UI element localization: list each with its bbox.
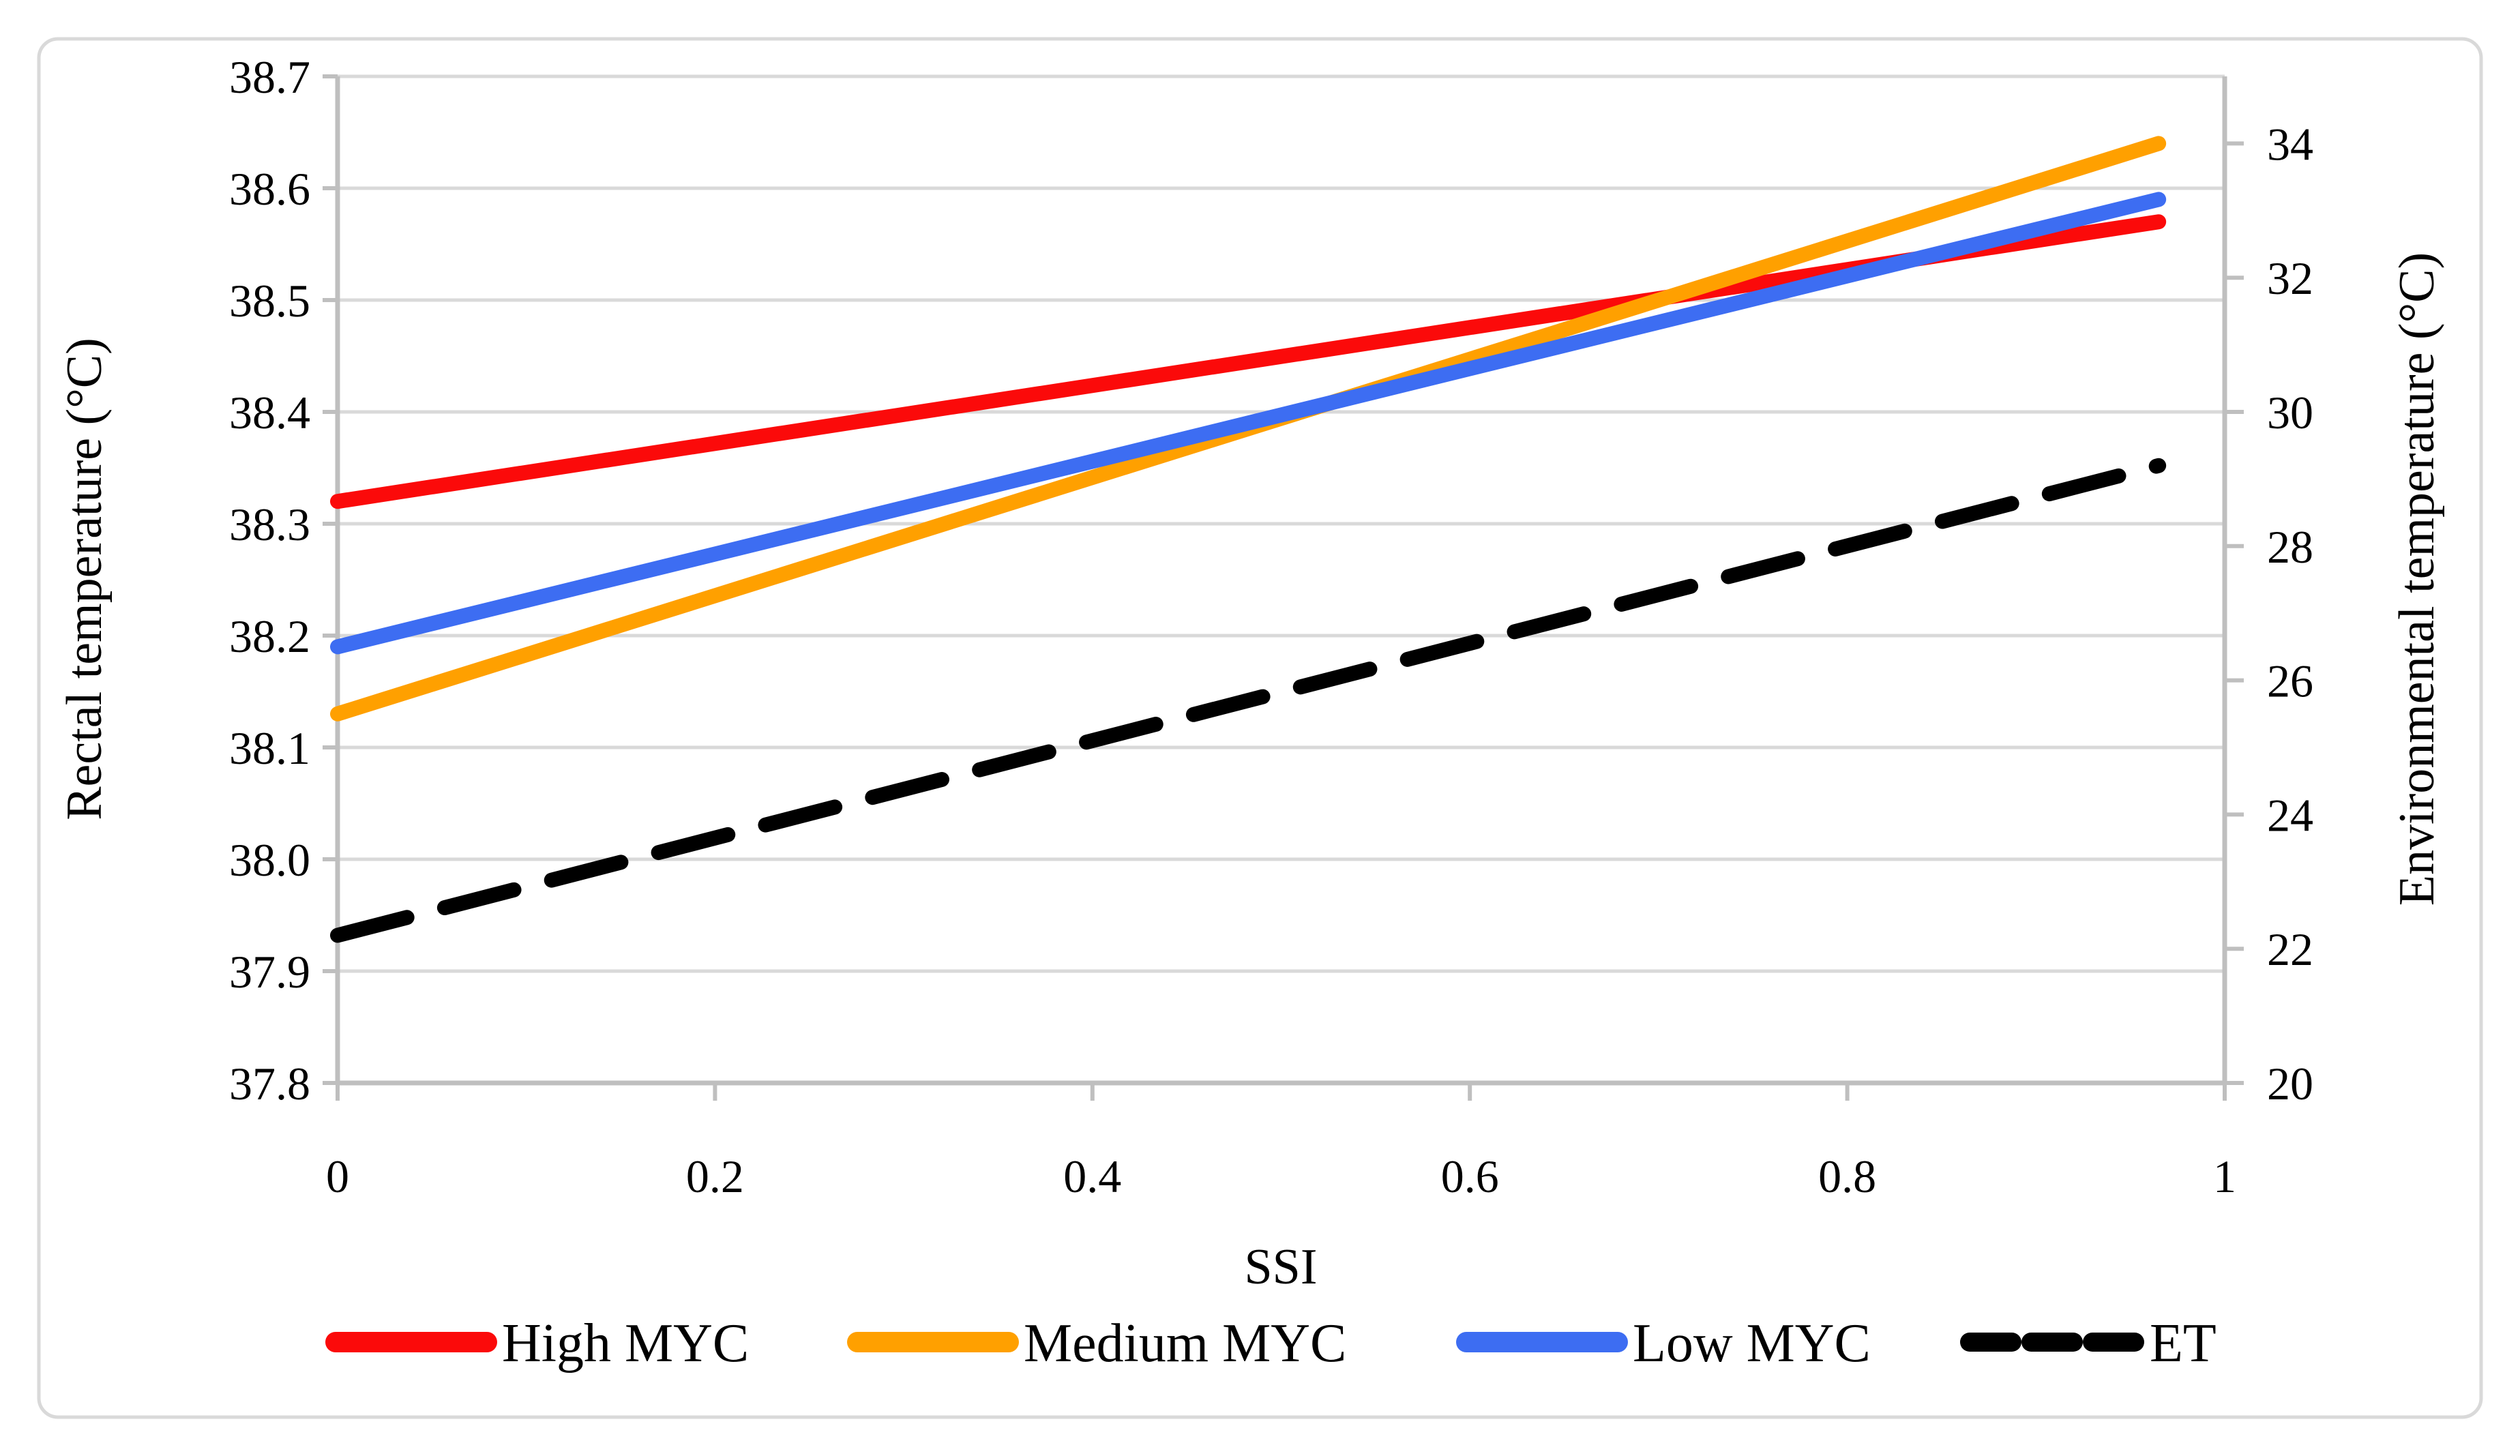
right-axis-tick-label: 30 <box>2267 387 2313 439</box>
x-axis-tick-label: 1 <box>2213 1150 2236 1202</box>
x-axis-tick-label: 0.2 <box>686 1150 744 1202</box>
legend: High MYC Medium MYC Low MYC ET <box>325 1313 2217 1373</box>
left-axis-tick-labels: 38.7 38.6 38.5 38.4 38.3 38.2 38.1 38.0 37.9 37.8 <box>229 51 310 1110</box>
figure-border <box>37 37 2483 1419</box>
legend-label-medium-myc: Medium MYC <box>1024 1313 1346 1373</box>
axis-ticks <box>323 74 2244 1101</box>
x-axis-title: SSI <box>1245 1239 1318 1295</box>
right-axis-title: Environmental temperature (°C) <box>2389 252 2445 906</box>
left-axis-tick-label: 38.0 <box>229 834 310 886</box>
left-axis-tick-label: 38.2 <box>229 610 310 662</box>
axes <box>335 76 2227 1086</box>
legend-item-medium-myc: Medium MYC <box>847 1313 1346 1373</box>
series-line-et <box>330 458 2167 943</box>
x-axis-tick-label: 0.6 <box>1441 1150 1499 1202</box>
legend-label-high-myc: High MYC <box>502 1313 749 1373</box>
right-axis-tick-label: 32 <box>2267 252 2313 304</box>
right-axis-tick-label: 34 <box>2267 118 2313 170</box>
x-axis-tick-labels: 0 0.2 0.4 0.6 0.8 1 <box>326 1150 2236 1202</box>
gridlines <box>338 74 2225 973</box>
left-axis-tick-label: 38.5 <box>229 275 310 327</box>
series-lines <box>330 136 2167 943</box>
left-axis-tick-label: 38.1 <box>229 722 310 774</box>
right-axis-tick-label: 28 <box>2267 521 2313 573</box>
legend-label-et: ET <box>2150 1313 2217 1373</box>
x-axis-tick-label: 0 <box>326 1150 349 1202</box>
legend-item-et: ET <box>1960 1313 2217 1373</box>
right-axis-tick-label: 24 <box>2267 789 2313 841</box>
left-axis-tick-label: 38.4 <box>229 387 310 439</box>
right-axis-tick-label: 20 <box>2267 1058 2313 1110</box>
right-axis-tick-label: 22 <box>2267 923 2313 975</box>
left-axis-tick-label: 38.3 <box>229 499 310 550</box>
left-axis-tick-label: 38.6 <box>229 163 310 215</box>
x-axis-tick-label: 0.8 <box>1818 1150 1876 1202</box>
legend-label-low-myc: Low MYC <box>1633 1313 1871 1373</box>
left-axis-title: Rectal temperature (°C) <box>57 338 113 820</box>
x-axis-tick-label: 0.4 <box>1063 1150 1121 1202</box>
left-axis-tick-label: 37.9 <box>229 946 310 998</box>
right-axis-tick-labels: 34 32 30 28 26 24 22 20 <box>2267 118 2313 1110</box>
legend-item-high-myc: High MYC <box>325 1313 749 1373</box>
legend-item-low-myc: Low MYC <box>1456 1313 1871 1373</box>
series-line-low-myc <box>330 192 2167 655</box>
left-axis-tick-label: 37.8 <box>229 1058 310 1110</box>
left-axis-tick-label: 38.7 <box>229 51 310 103</box>
right-axis-tick-label: 26 <box>2267 655 2313 707</box>
